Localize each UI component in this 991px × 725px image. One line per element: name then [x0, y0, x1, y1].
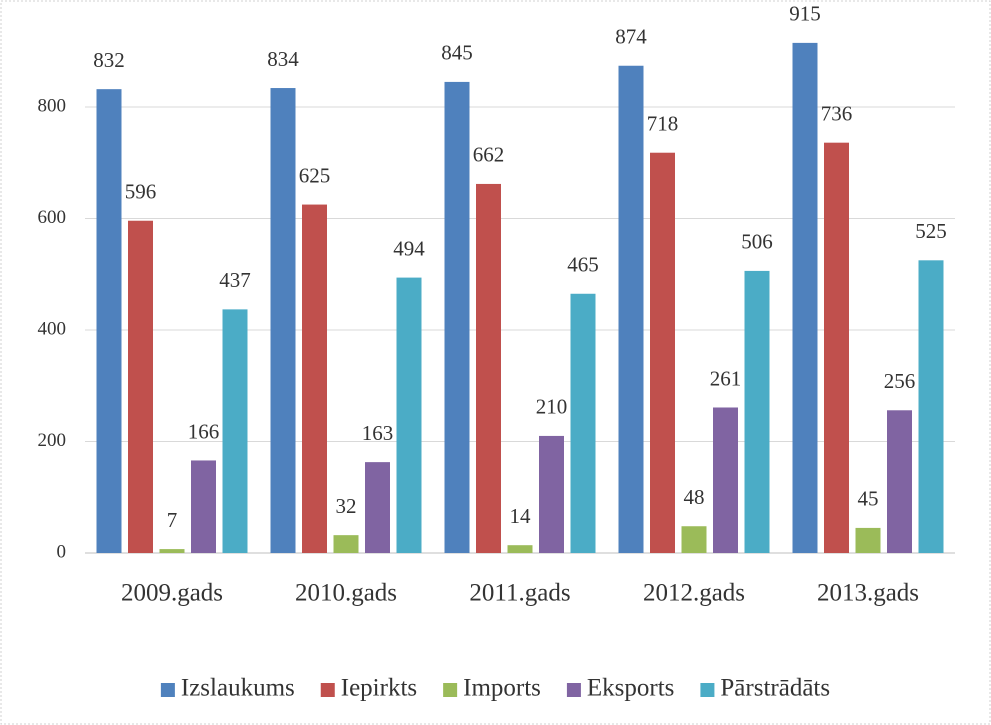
data-label: 256 — [884, 369, 916, 393]
bar — [365, 462, 390, 553]
legend-label: Pārstrādāts — [720, 675, 830, 702]
data-label: 14 — [510, 504, 532, 528]
legend-swatch — [320, 683, 335, 697]
y-tick-label: 0 — [57, 541, 67, 562]
data-label: 832 — [93, 48, 125, 72]
data-label: 915 — [789, 2, 821, 26]
bar — [396, 277, 422, 553]
bar — [222, 309, 248, 553]
x-tick-label: 2011.gads — [469, 580, 570, 607]
x-tick-label: 2010.gads — [295, 580, 397, 607]
data-label: 718 — [647, 112, 679, 136]
legend-swatch — [700, 683, 715, 697]
data-label: 437 — [219, 268, 251, 292]
bar — [333, 535, 359, 553]
bar — [855, 527, 881, 553]
bar — [570, 293, 596, 553]
bar — [302, 204, 327, 553]
legend-swatch — [443, 683, 458, 697]
data-label: 834 — [267, 47, 299, 71]
data-label: 494 — [393, 236, 425, 260]
legend-swatch — [160, 683, 175, 697]
legend-label: Imports — [463, 675, 541, 702]
y-tick-label: 800 — [38, 95, 67, 116]
legend-label: Eksports — [587, 675, 675, 702]
bar — [476, 183, 501, 553]
data-label: 45 — [858, 487, 879, 511]
bar — [650, 152, 675, 553]
data-label: 261 — [710, 366, 742, 390]
legend-label: Izslaukums — [181, 675, 295, 702]
x-tick-label: 2013.gads — [817, 580, 919, 607]
data-label: 506 — [741, 230, 773, 254]
data-label: 596 — [125, 180, 157, 204]
bar — [444, 81, 470, 553]
data-label: 210 — [536, 395, 568, 419]
bar — [539, 435, 564, 553]
data-label: 874 — [615, 25, 647, 49]
bar — [681, 526, 707, 553]
x-tick-label: 2012.gads — [643, 580, 745, 607]
legend-label: Iepirkts — [341, 675, 417, 702]
bar — [713, 407, 738, 553]
bar — [128, 220, 153, 554]
bar — [618, 65, 644, 554]
bar — [159, 549, 185, 553]
data-label: 845 — [441, 41, 473, 65]
bar — [96, 89, 122, 553]
data-label: 662 — [473, 143, 505, 167]
data-label: 525 — [915, 219, 947, 243]
data-label: 736 — [821, 101, 853, 125]
data-label: 163 — [362, 421, 394, 445]
bar — [270, 88, 296, 554]
data-label: 48 — [684, 485, 705, 509]
legend-swatch — [566, 683, 581, 697]
y-tick-label: 600 — [38, 207, 67, 228]
y-tick-label: 400 — [38, 318, 67, 339]
bar — [918, 260, 944, 553]
bar — [744, 270, 770, 553]
bar — [887, 410, 912, 553]
data-label: 166 — [188, 419, 220, 443]
bar — [191, 460, 216, 553]
data-label: 32 — [336, 494, 357, 518]
data-label: 625 — [299, 163, 331, 187]
bar — [507, 545, 533, 553]
x-tick-label: 2009.gads — [121, 580, 223, 607]
y-tick-label: 200 — [38, 430, 67, 451]
data-label: 465 — [567, 253, 599, 277]
data-label: 7 — [167, 508, 178, 532]
bar — [792, 42, 818, 553]
bar — [824, 142, 849, 553]
